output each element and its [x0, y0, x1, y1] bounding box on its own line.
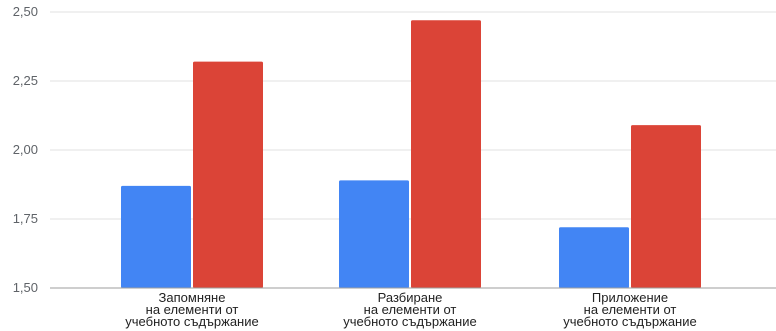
x-category-label-line: учебното съдържание — [343, 314, 476, 329]
bar-series-2-category-3 — [631, 125, 701, 288]
y-tick-label: 2,50 — [13, 4, 38, 19]
y-tick-label: 1,50 — [13, 280, 38, 295]
y-tick-label: 1,75 — [13, 211, 38, 226]
x-category-label-line: на елементи от — [146, 302, 239, 317]
bar-series-1-category-1 — [121, 185, 191, 288]
bar-series-1-category-3 — [559, 227, 629, 288]
y-axis-tick-labels: 1,50 1,75 2,00 2,25 2,50 — [13, 4, 38, 295]
x-category-label-line: Приложение — [592, 290, 668, 305]
y-tick-label: 2,00 — [13, 142, 38, 157]
x-category-label: Разбиране на елементи от учебното съдържан… — [343, 290, 476, 329]
x-category-label-line: учебното съдържание — [125, 314, 258, 329]
x-category-label: Приложение на елементи от учебното съдържа… — [563, 290, 696, 329]
bar-series-2-category-2 — [411, 20, 481, 289]
x-category-label-line: Запомняне — [159, 290, 226, 305]
x-category-label-line: на елементи от — [364, 302, 457, 317]
bar-series-2-category-1 — [193, 61, 263, 289]
y-tick-label: 2,25 — [13, 73, 38, 88]
bars — [121, 20, 701, 289]
x-category-label-line: учебното съдържание — [563, 314, 696, 329]
x-axis-category-labels: Запомняне на елементи от учебното съдържан… — [125, 290, 696, 329]
bar-series-1-category-2 — [339, 180, 409, 288]
x-category-label-line: Разбиране — [378, 290, 443, 305]
x-category-label: Запомняне на елементи от учебното съдържан… — [125, 290, 258, 329]
x-category-label-line: на елементи от — [584, 302, 677, 317]
